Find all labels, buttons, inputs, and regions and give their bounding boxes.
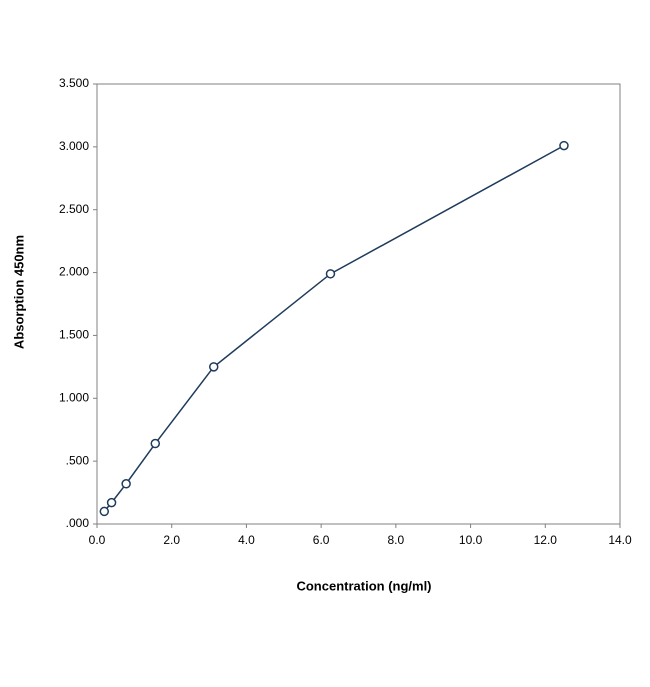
x-tick-label: 6.0: [313, 533, 330, 547]
point-marker: [150, 438, 161, 449]
y-tick-label: 2.000: [59, 265, 89, 279]
y-tick-label: 3.000: [59, 139, 89, 153]
point-marker: [325, 269, 336, 279]
point-marker: [106, 497, 117, 508]
x-tick-label: 0.0: [89, 533, 106, 547]
x-axis-title: Concentration (ng/ml): [296, 578, 431, 593]
y-tick-label: 1.500: [59, 328, 89, 342]
y-tick-label: .000: [66, 516, 90, 530]
point-marker: [121, 479, 131, 489]
x-tick-label: 12.0: [534, 533, 558, 547]
y-tick-label: 2.500: [59, 202, 89, 216]
point-marker: [208, 362, 219, 372]
x-tick-label: 8.0: [388, 533, 405, 547]
y-tick-label: 1.000: [59, 390, 89, 404]
point-marker: [559, 140, 569, 151]
y-tick-label: .500: [66, 453, 90, 467]
plot-frame: [96, 83, 621, 525]
series-line: [103, 144, 565, 512]
x-tick-label: 14.0: [608, 533, 632, 547]
y-axis-title: Absorption 450nm: [11, 235, 26, 349]
x-tick-label: 4.0: [238, 533, 255, 547]
y-tick-label: 3.500: [59, 76, 89, 90]
point-marker: [99, 506, 110, 517]
x-tick-label: 2.0: [163, 533, 180, 547]
x-tick-label: 10.0: [459, 533, 483, 547]
